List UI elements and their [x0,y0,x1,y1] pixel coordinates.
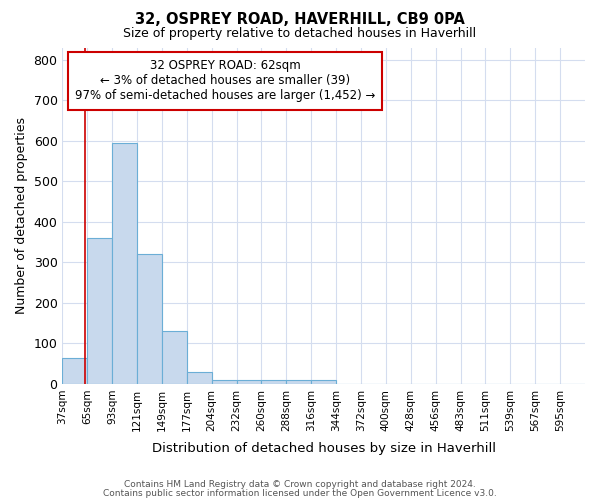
Text: 32 OSPREY ROAD: 62sqm
← 3% of detached houses are smaller (39)
97% of semi-detac: 32 OSPREY ROAD: 62sqm ← 3% of detached h… [75,60,375,102]
Bar [212,380,236,384]
Bar [262,380,286,384]
Bar [112,142,137,384]
Y-axis label: Number of detached properties: Number of detached properties [15,117,28,314]
Bar [187,372,212,384]
Bar [311,380,336,384]
Bar [236,380,262,384]
X-axis label: Distribution of detached houses by size in Haverhill: Distribution of detached houses by size … [152,442,496,455]
Text: 32, OSPREY ROAD, HAVERHILL, CB9 0PA: 32, OSPREY ROAD, HAVERHILL, CB9 0PA [135,12,465,28]
Bar [88,238,112,384]
Text: Contains HM Land Registry data © Crown copyright and database right 2024.: Contains HM Land Registry data © Crown c… [124,480,476,489]
Bar [137,254,162,384]
Text: Size of property relative to detached houses in Haverhill: Size of property relative to detached ho… [124,28,476,40]
Bar [62,358,88,384]
Text: Contains public sector information licensed under the Open Government Licence v3: Contains public sector information licen… [103,488,497,498]
Bar [162,331,187,384]
Bar [286,380,311,384]
